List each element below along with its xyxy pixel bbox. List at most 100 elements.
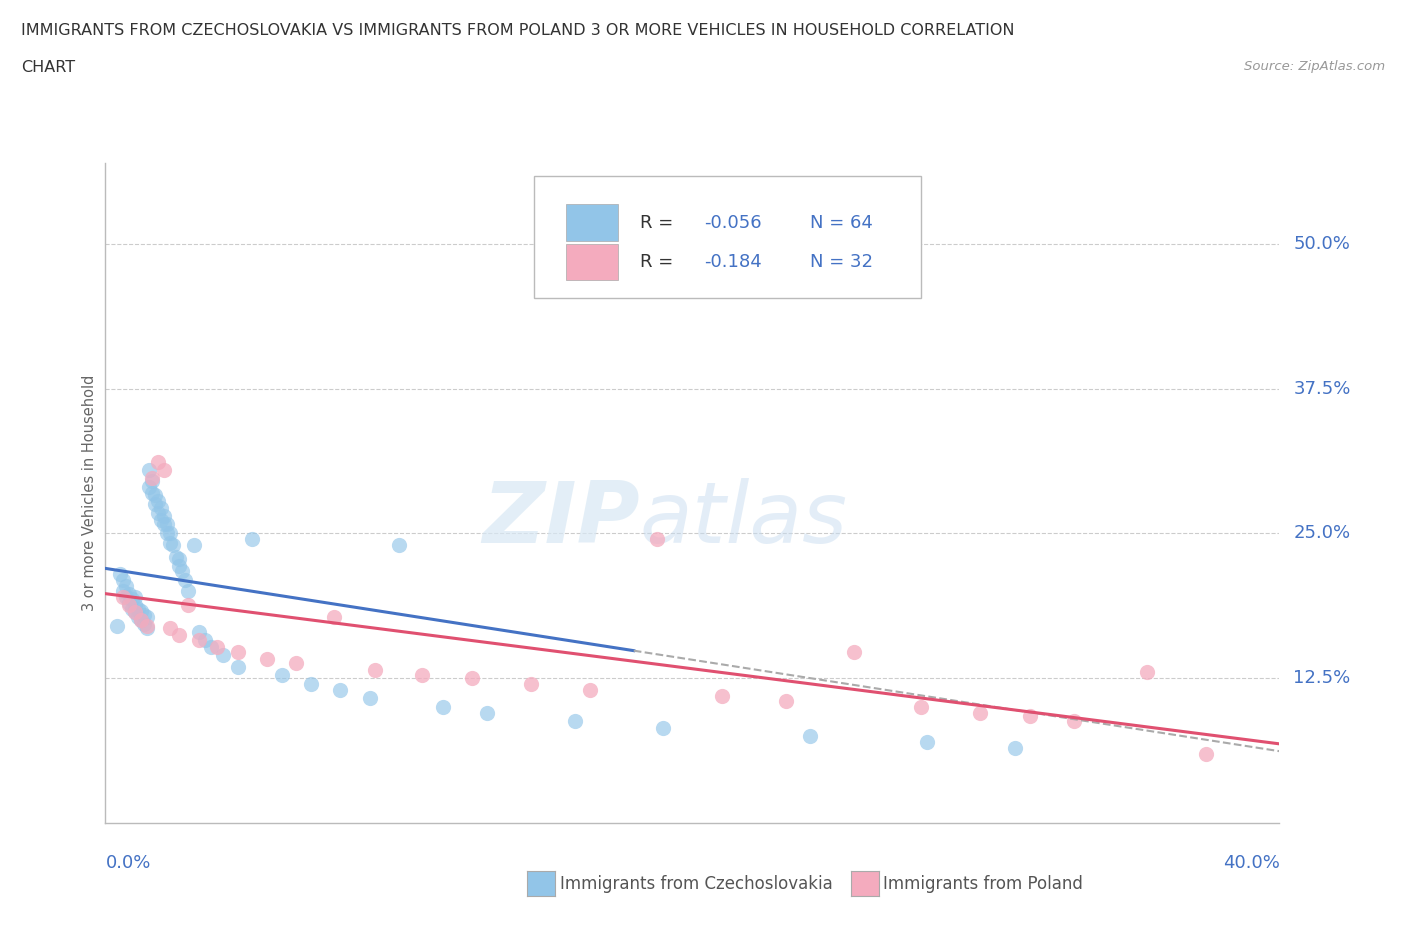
Point (256, 651, 278, 666)
Point (112, 590, 135, 604)
Text: 40.0%: 40.0% (1223, 854, 1279, 871)
Text: ZIP: ZIP (482, 478, 640, 561)
Point (143, 487, 166, 502)
Point (148, 454, 170, 469)
Point (1019, 709, 1042, 724)
Point (200, 640, 222, 655)
Point (135, 621, 157, 636)
Point (173, 572, 195, 587)
Point (188, 632, 211, 647)
Point (329, 683, 352, 698)
Point (226, 659, 249, 674)
Point (240, 532, 263, 547)
Text: Immigrants from Poland: Immigrants from Poland (883, 874, 1083, 893)
Point (132, 617, 155, 631)
Point (118, 595, 141, 610)
Point (159, 621, 181, 636)
Point (645, 532, 668, 547)
Point (156, 526, 179, 541)
Point (364, 663, 387, 678)
Point (388, 538, 411, 552)
Point (799, 729, 821, 744)
Point (285, 656, 308, 671)
Point (917, 735, 939, 750)
Point (226, 644, 249, 659)
Text: -0.184: -0.184 (704, 253, 762, 272)
Point (162, 538, 184, 552)
Bar (565, 244, 619, 280)
Text: 37.5%: 37.5% (1294, 379, 1351, 398)
Point (1063, 713, 1085, 728)
Point (127, 602, 149, 617)
Point (710, 190, 733, 205)
Point (127, 609, 149, 624)
Point (115, 590, 138, 604)
Point (115, 578, 138, 593)
Point (359, 690, 381, 705)
Text: IMMIGRANTS FROM CZECHOSLOVAKIA VS IMMIGRANTS FROM POLAND 3 OR MORE VEHICLES IN H: IMMIGRANTS FROM CZECHOSLOVAKIA VS IMMIGR… (21, 23, 1015, 38)
Point (108, 566, 131, 581)
Point (118, 586, 141, 601)
Point (153, 509, 176, 524)
Point (167, 628, 190, 643)
Text: 12.5%: 12.5% (1294, 670, 1351, 687)
Point (156, 517, 179, 532)
Text: Immigrants from Czechoslovakia: Immigrants from Czechoslovakia (560, 874, 832, 893)
Point (176, 598, 198, 613)
Point (129, 613, 152, 628)
Point (188, 624, 211, 639)
Point (121, 602, 143, 617)
Point (1004, 740, 1026, 755)
Point (167, 551, 190, 566)
Point (135, 618, 157, 633)
Point (652, 721, 675, 736)
Point (299, 677, 322, 692)
FancyBboxPatch shape (534, 176, 921, 299)
Point (153, 517, 176, 532)
Point (118, 598, 141, 613)
Point (475, 706, 498, 721)
Point (167, 558, 190, 573)
Point (138, 462, 160, 477)
Point (132, 607, 155, 622)
Point (141, 485, 163, 500)
Point (461, 671, 484, 685)
Point (129, 604, 152, 618)
Text: 0.0%: 0.0% (105, 854, 150, 871)
Text: Source: ZipAtlas.com: Source: ZipAtlas.com (1244, 60, 1385, 73)
Point (150, 500, 173, 515)
Point (112, 584, 135, 599)
Point (159, 526, 181, 541)
Point (270, 668, 292, 683)
Point (710, 688, 733, 703)
Point (143, 497, 166, 512)
Point (112, 572, 135, 587)
Point (138, 480, 160, 495)
Point (842, 644, 865, 659)
Bar (565, 205, 619, 241)
Point (775, 694, 797, 709)
Y-axis label: 3 or more Vehicles in Household: 3 or more Vehicles in Household (82, 375, 97, 611)
Point (432, 699, 454, 714)
Point (411, 668, 433, 683)
Point (141, 471, 163, 485)
Point (124, 590, 146, 604)
Text: 25.0%: 25.0% (1294, 525, 1351, 542)
Text: -0.056: -0.056 (704, 214, 762, 232)
Point (205, 640, 228, 655)
Point (121, 592, 143, 607)
Point (176, 584, 198, 599)
Text: 50.0%: 50.0% (1294, 235, 1350, 253)
Point (153, 462, 176, 477)
Point (159, 536, 181, 551)
Point (124, 604, 146, 619)
Text: R =: R = (640, 253, 679, 272)
Point (165, 550, 187, 565)
Point (148, 505, 170, 520)
Point (129, 613, 152, 628)
Text: N = 32: N = 32 (810, 253, 873, 272)
Point (578, 683, 600, 698)
Point (1136, 665, 1159, 680)
Point (150, 512, 173, 527)
Point (564, 713, 586, 728)
